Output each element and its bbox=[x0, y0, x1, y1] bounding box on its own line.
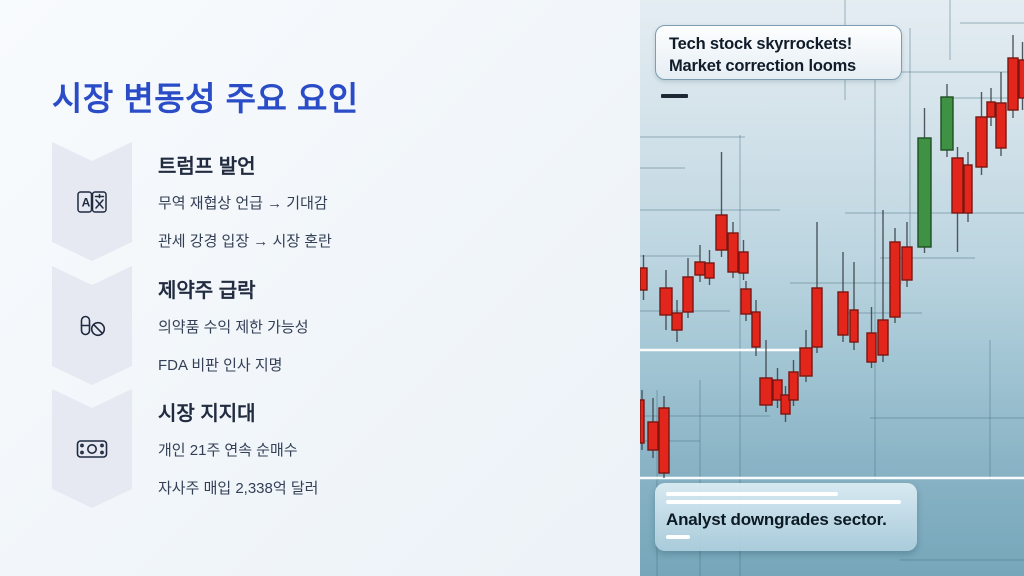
pill-off-icon bbox=[77, 308, 107, 343]
chevron-banner bbox=[52, 389, 132, 508]
placeholder-line bbox=[666, 492, 838, 496]
svg-text:A: A bbox=[82, 196, 91, 210]
section-heading: 트럼프 발언 bbox=[158, 156, 256, 178]
section-line: 개인 21주 연속 순매수 bbox=[158, 442, 298, 459]
placeholder-line bbox=[666, 500, 901, 504]
list-item-support: 시장 지지대 개인 21주 연속 순매수 자사주 매입 2,338억 달러 bbox=[52, 389, 612, 509]
caption-text: Analyst downgrades sector. bbox=[666, 510, 887, 529]
section-line: 무역 재협상 언급 → 기대감 bbox=[158, 195, 328, 212]
list-item-trump: A 트럼프 발언 무역 재협상 언급 → 기대감 관세 강경 입장 → 시장 혼… bbox=[52, 142, 612, 262]
translate-icon: A bbox=[77, 185, 107, 218]
market-illustration: Tech stock skyrrockets! Market correctio… bbox=[640, 0, 1024, 576]
section-heading: 제약주 급락 bbox=[158, 280, 256, 302]
dash-mark bbox=[661, 94, 688, 98]
candlestick-chart bbox=[640, 0, 1024, 576]
section-line: FDA 비판 인사 지명 bbox=[158, 357, 283, 374]
list-item-pharma: 제약주 급락 의약품 수익 제한 가능성 FDA 비판 인사 지명 bbox=[52, 266, 612, 386]
news-caption-bottom: Analyst downgrades sector. bbox=[655, 483, 917, 551]
news-caption-top: Tech stock skyrrockets! Market correctio… bbox=[655, 25, 902, 80]
section-line: 의약품 수익 제한 가능성 bbox=[158, 319, 309, 336]
section-line: 자사주 매입 2,338억 달러 bbox=[158, 480, 319, 497]
banknote-icon bbox=[76, 432, 108, 465]
section-line: 관세 강경 입장 → 시장 혼란 bbox=[158, 233, 332, 250]
section-heading: 시장 지지대 bbox=[158, 403, 256, 425]
placeholder-line bbox=[666, 535, 690, 539]
chevron-banner: A bbox=[52, 142, 132, 261]
caption-line: Tech stock skyrrockets! bbox=[669, 35, 853, 53]
page-title: 시장 변동성 주요 요인 bbox=[52, 80, 359, 117]
caption-line: Market correction looms bbox=[669, 57, 857, 75]
chevron-banner bbox=[52, 266, 132, 385]
